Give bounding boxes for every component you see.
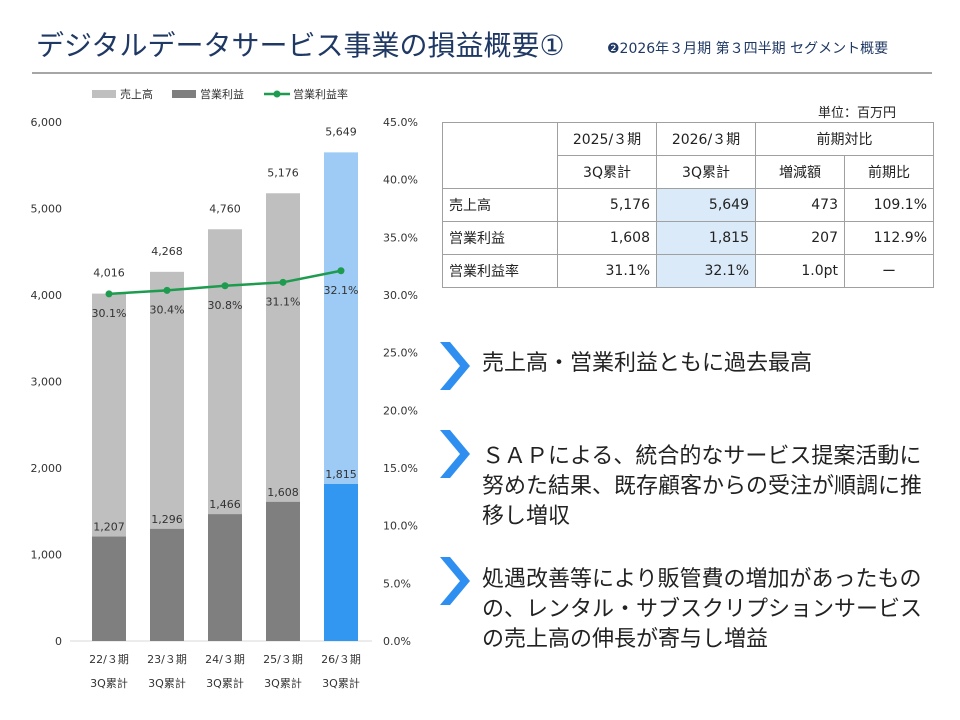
chevron-right-icon [440,557,470,605]
profit-bar [208,514,242,641]
unit-label: 単位：百万円 [818,106,897,121]
x-tick-sublabel: 3Q累計 [206,676,244,690]
legend-profit-swatch [172,90,196,98]
table-row: 売上高 5,176 5,649 473 109.1% [442,188,934,222]
row-label: 営業利益率 [442,254,558,288]
x-tick-label: 26/３期 [321,653,361,666]
profit-bar [266,501,300,641]
margin-value-label: 31.1% [266,295,301,308]
revenue-value-label: 4,268 [151,245,183,258]
cell-diff: 1.0pt [755,254,845,288]
y-right-tick-label: 0.0% [383,635,411,648]
y-right-tick-label: 45.0% [383,116,418,129]
margin-point [337,267,345,275]
legend-profit-label: 営業利益 [200,87,244,101]
revenue-value-label: 4,016 [93,267,125,280]
legend-margin-label: 営業利益率 [293,87,348,101]
y-right-tick-label: 10.0% [383,520,418,533]
table-subheader-prev: 3Q累計 [557,155,657,189]
y-right-tick-label: 25.0% [383,347,418,360]
cell-prev: 5,176 [557,188,657,222]
page-title: デジタルデータサービス事業の損益概要① [36,29,565,62]
x-tick-sublabel: 3Q累計 [322,676,360,690]
profit-value-label: 1,815 [325,468,357,481]
revenue-value-label: 4,760 [209,202,241,215]
legend-margin-marker [273,90,281,98]
x-tick-label: 23/３期 [147,653,187,666]
cell-diff: 473 [755,188,845,222]
margin-value-label: 32.1% [324,284,359,297]
table-subheader-ratio: 前期比 [844,155,934,189]
margin-point [221,282,229,290]
y-right-tick-label: 30.0% [383,289,418,302]
table-header-curr: 2026/３期 [656,122,756,156]
cell-ratio: 109.1% [844,188,934,222]
x-tick-label: 25/３期 [263,653,303,666]
y-right-tick-label: 40.0% [383,174,418,187]
margin-value-label: 30.4% [150,303,185,316]
page-subtitle: ❷2026年３月期 第３四半期 セグメント概要 [607,41,889,57]
cell-prev: 1,608 [557,221,657,255]
revenue-value-label: 5,649 [325,125,357,138]
cell-ratio: ー [844,254,934,288]
y-left-tick-label: 4,000 [31,289,63,302]
cell-ratio: 112.9% [844,221,934,255]
x-tick-sublabel: 3Q累計 [90,676,128,690]
profit-bar [150,528,184,641]
point-text: 売上高・営業利益ともに過去最高 [482,351,813,376]
row-label: 売上高 [442,188,558,222]
legend-revenue-label: 売上高 [120,87,153,101]
revenue-value-label: 5,176 [267,166,299,179]
table-corner [442,122,558,189]
table-header-row: 2025/３期 2026/３期 前期対比 [442,122,934,189]
table-subheader-diff: 増減額 [755,155,845,189]
margin-point [163,286,171,294]
x-tick-sublabel: 3Q累計 [148,676,186,690]
x-tick-label: 24/３期 [205,653,245,666]
revenue-profit-chart: 0 1,000 2,000 3,000 4,000 5,000 6,000 0.0% 5.0% 1… [31,87,418,690]
profit-value-label: 1,207 [93,521,125,534]
x-tick-label: 22/３期 [89,653,129,666]
table-header-prev: 2025/３期 [557,122,657,156]
profit-bar [324,484,358,641]
margin-point [105,290,113,298]
y-left-tick-label: 0 [55,635,62,648]
y-left-tick-label: 1,000 [31,549,63,562]
chevron-right-icon [440,430,470,478]
y-left-tick-label: 2,000 [31,462,63,475]
legend-revenue-swatch [92,90,116,98]
comparison-table: 2025/３期 2026/３期 前期対比 3Q累計 3Q累計 増減額 前期比 売… [442,122,934,288]
x-tick-sublabel: 3Q累計 [264,676,302,690]
cell-curr: 1,815 [656,221,756,255]
cell-curr: 32.1% [656,254,756,288]
y-left-tick-label: 3,000 [31,376,63,389]
table-header-row: 3Q累計 3Q累計 増減額 前期比 [443,155,934,189]
table-subheader-curr: 3Q累計 [656,155,756,189]
cell-diff: 207 [755,221,845,255]
cell-curr: 5,649 [656,188,756,222]
chevron-right-icon [440,342,470,390]
point-text: 処遇改善等により販管費の増加があったものの、レンタル・サブスクリプションサービス… [482,567,923,652]
point-text: ＳＡＰによる、統合的なサービス提案活動に努めた結果、既存顧客からの受注が順調に推… [482,444,923,529]
y-right-tick-label: 5.0% [383,577,411,590]
y-right-tick-label: 20.0% [383,404,418,417]
table-row: 営業利益 1,608 1,815 207 112.9% [442,221,934,255]
margin-value-label: 30.1% [92,307,127,320]
profit-value-label: 1,296 [151,513,183,526]
profit-bar [92,536,126,641]
margin-value-label: 30.8% [208,299,243,312]
y-left-tick-label: 5,000 [31,203,63,216]
profit-value-label: 1,466 [209,498,241,511]
title-divider [32,72,932,74]
margin-point [279,278,287,286]
y-right-tick-label: 35.0% [383,231,418,244]
table-header-compare: 前期対比 [755,122,934,156]
table-row: 営業利益率 31.1% 32.1% 1.0pt ー [442,254,934,288]
row-label: 営業利益 [442,221,558,255]
y-left-tick-label: 6,000 [31,116,63,129]
profit-value-label: 1,608 [267,486,299,499]
y-right-tick-label: 15.0% [383,462,418,475]
cell-prev: 31.1% [557,254,657,288]
